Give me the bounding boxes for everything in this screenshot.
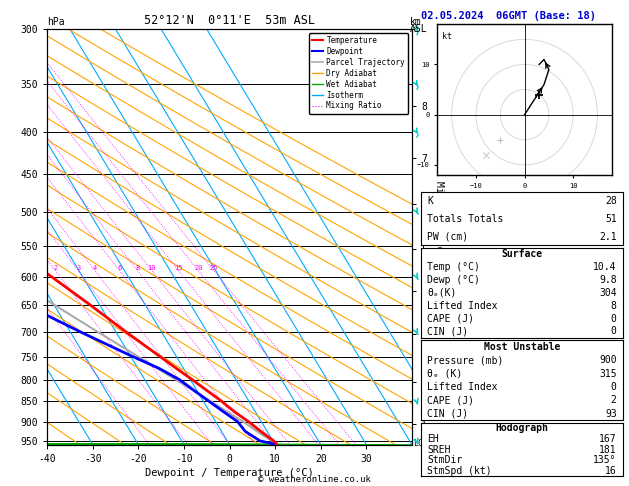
Text: 10.4: 10.4	[593, 262, 616, 272]
Text: 315: 315	[599, 368, 616, 379]
Text: 900: 900	[599, 355, 616, 365]
Text: Temp (°C): Temp (°C)	[428, 262, 481, 272]
Text: CIN (J): CIN (J)	[428, 409, 469, 419]
Text: 3: 3	[76, 265, 81, 271]
X-axis label: Dewpoint / Temperature (°C): Dewpoint / Temperature (°C)	[145, 468, 314, 478]
Text: 135°: 135°	[593, 455, 616, 465]
Text: 16: 16	[605, 466, 616, 476]
Text: CAPE (J): CAPE (J)	[428, 395, 474, 405]
Text: Dewp (°C): Dewp (°C)	[428, 275, 481, 285]
Text: SREH: SREH	[428, 445, 451, 454]
Text: 181: 181	[599, 445, 616, 454]
Text: 51: 51	[605, 214, 616, 224]
Text: 2.1: 2.1	[599, 231, 616, 242]
Text: CIN (J): CIN (J)	[428, 326, 469, 336]
Text: Surface: Surface	[501, 249, 543, 260]
Text: 167: 167	[599, 434, 616, 444]
Y-axis label: Mixing Ratio (g/kg): Mixing Ratio (g/kg)	[433, 181, 443, 293]
Text: 0: 0	[611, 382, 616, 392]
Text: Lifted Index: Lifted Index	[428, 382, 498, 392]
Text: K: K	[428, 196, 433, 206]
Text: CAPE (J): CAPE (J)	[428, 313, 474, 324]
Text: 8: 8	[611, 301, 616, 311]
Text: ASL: ASL	[409, 24, 427, 34]
Text: 10: 10	[148, 265, 156, 271]
Text: θₑ (K): θₑ (K)	[428, 368, 463, 379]
Title: 52°12'N  0°11'E  53m ASL: 52°12'N 0°11'E 53m ASL	[144, 14, 315, 27]
Text: PW (cm): PW (cm)	[428, 231, 469, 242]
Text: 28: 28	[605, 196, 616, 206]
Text: Lifted Index: Lifted Index	[428, 301, 498, 311]
Text: 4: 4	[93, 265, 97, 271]
Text: 304: 304	[599, 288, 616, 298]
Text: EH: EH	[428, 434, 439, 444]
Text: Pressure (mb): Pressure (mb)	[428, 355, 504, 365]
Text: 25: 25	[209, 265, 218, 271]
Text: Hodograph: Hodograph	[496, 423, 548, 433]
Text: 6: 6	[118, 265, 121, 271]
Text: 2: 2	[611, 395, 616, 405]
Text: Most Unstable: Most Unstable	[484, 342, 560, 352]
Text: θₑ(K): θₑ(K)	[428, 288, 457, 298]
Text: 8: 8	[135, 265, 140, 271]
Text: km: km	[409, 17, 421, 27]
Text: kt: kt	[442, 33, 452, 41]
Text: StmSpd (kt): StmSpd (kt)	[428, 466, 492, 476]
Text: 93: 93	[605, 409, 616, 419]
Text: 9.8: 9.8	[599, 275, 616, 285]
Text: 0: 0	[611, 326, 616, 336]
Legend: Temperature, Dewpoint, Parcel Trajectory, Dry Adiabat, Wet Adiabat, Isotherm, Mi: Temperature, Dewpoint, Parcel Trajectory…	[309, 33, 408, 114]
Text: StmDir: StmDir	[428, 455, 463, 465]
Text: 02.05.2024  06GMT (Base: 18): 02.05.2024 06GMT (Base: 18)	[421, 11, 596, 21]
Text: 20: 20	[194, 265, 203, 271]
Text: 15: 15	[174, 265, 183, 271]
Text: 0: 0	[611, 313, 616, 324]
Text: 2: 2	[53, 265, 58, 271]
Text: © weatheronline.co.uk: © weatheronline.co.uk	[258, 474, 371, 484]
Text: Totals Totals: Totals Totals	[428, 214, 504, 224]
Text: hPa: hPa	[47, 17, 65, 27]
Text: LCL: LCL	[413, 439, 428, 449]
